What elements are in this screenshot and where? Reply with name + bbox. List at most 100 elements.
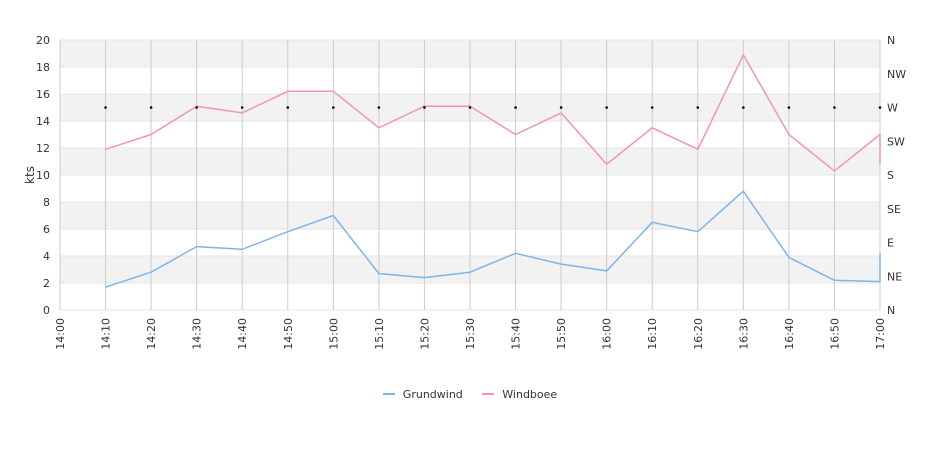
x-tick-label: 16:10 (646, 318, 659, 350)
y-tick-label: 8 (43, 196, 50, 209)
x-tick-label: 16:20 (692, 318, 705, 350)
data-point-grundwind (833, 279, 835, 281)
direction-point (240, 106, 244, 109)
y-tick-label: 0 (43, 304, 50, 317)
series-line-windboee (105, 54, 881, 172)
data-point-grundwind (469, 271, 471, 273)
x-tick-label: 14:50 (282, 318, 295, 350)
x-tick-label: 14:30 (191, 318, 204, 350)
data-point-windboee (742, 54, 744, 56)
x-tick-label: 14:20 (145, 318, 158, 350)
x-tick-label: 15:00 (327, 318, 340, 350)
legend-label-grundwind: Grundwind (402, 387, 463, 401)
legend-item-grundwind[interactable]: Grundwind (382, 387, 463, 401)
direction-point (787, 106, 791, 109)
legend-item-windboee[interactable]: Windboee (482, 388, 557, 401)
data-point-grundwind (515, 252, 517, 254)
data-point-grundwind (105, 286, 107, 288)
y-tick-label: 12 (36, 142, 50, 155)
data-point-windboee (651, 127, 653, 129)
y-tick-label: 10 (36, 169, 50, 182)
legend-swatch-windboee (482, 393, 495, 395)
direction-point (286, 106, 290, 109)
data-point-windboee (287, 90, 289, 92)
y-tick-label: 4 (43, 250, 50, 263)
direction-point (423, 106, 426, 109)
direction-point (104, 106, 107, 109)
direction-point (195, 106, 198, 109)
data-point-windboee (697, 148, 699, 150)
direction-tick-label: S (887, 169, 894, 182)
data-point-grundwind (423, 277, 425, 279)
legend: Grundwind Windboee (0, 385, 940, 401)
x-tick-label: 16:40 (783, 318, 796, 350)
data-point-windboee (105, 148, 107, 150)
data-point-windboee (150, 134, 152, 136)
data-point-grundwind (879, 252, 881, 254)
data-point-windboee (378, 127, 380, 129)
direction-tick-label: NE (887, 270, 902, 283)
direction-tick-label: E (887, 237, 894, 250)
y-tick-label: 2 (43, 277, 50, 290)
x-tick-label: 15:40 (510, 318, 523, 350)
x-tick-label: 15:10 (373, 318, 386, 350)
direction-point (332, 106, 335, 109)
data-point-grundwind (788, 256, 790, 258)
data-point-grundwind (378, 273, 380, 275)
direction-point (377, 106, 381, 109)
y-axis-title: kts (23, 166, 37, 184)
y-tick-label: 18 (36, 61, 50, 74)
data-point-grundwind (332, 215, 334, 217)
x-tick-label: 16:00 (601, 318, 614, 350)
legend-label-windboee: Windboee (502, 387, 558, 401)
x-tick-label: 15:20 (418, 318, 431, 350)
direction-tick-label: NW (887, 68, 906, 81)
x-tick-label: 15:50 (555, 318, 568, 350)
data-point-windboee (879, 163, 881, 165)
data-point-grundwind (879, 281, 881, 283)
direction-point (878, 106, 882, 109)
direction-point (514, 106, 517, 109)
data-point-grundwind (287, 231, 289, 233)
data-point-grundwind (742, 190, 744, 192)
data-point-windboee (879, 134, 881, 136)
x-tick-label: 14:40 (236, 318, 249, 350)
direction-point (559, 106, 563, 109)
data-point-windboee (241, 112, 243, 114)
direction-point (149, 106, 153, 109)
data-point-windboee (833, 170, 835, 172)
legend-swatch-grundwind (382, 393, 395, 395)
data-point-grundwind (241, 248, 243, 250)
direction-tick-label: W (887, 102, 898, 115)
x-tick-label: 16:30 (737, 318, 750, 350)
data-point-grundwind (651, 221, 653, 223)
data-point-grundwind (606, 270, 608, 272)
y-tick-label: 16 (36, 88, 50, 101)
data-point-windboee (788, 134, 790, 136)
direction-point (742, 106, 745, 109)
y-tick-label: 6 (43, 223, 50, 236)
data-point-grundwind (196, 246, 198, 248)
data-point-windboee (606, 163, 608, 165)
data-point-windboee (515, 134, 517, 136)
direction-point (605, 106, 608, 109)
x-tick-label: 17:00 (874, 318, 887, 350)
direction-tick-label: N (887, 34, 895, 47)
x-tick-label: 16:50 (828, 318, 841, 350)
data-point-grundwind (150, 271, 152, 273)
direction-tick-label: SE (887, 203, 901, 216)
y-tick-label: 14 (36, 115, 50, 128)
data-point-windboee (560, 112, 562, 114)
series-line-grundwind (105, 190, 881, 288)
x-tick-label: 15:30 (464, 318, 477, 350)
data-point-grundwind (697, 231, 699, 233)
x-tick-label: 14:10 (100, 318, 113, 350)
data-point-windboee (332, 90, 334, 92)
x-tick-label: 14:00 (54, 318, 67, 350)
direction-tick-label: N (887, 304, 895, 317)
data-point-grundwind (560, 263, 562, 265)
direction-point (833, 106, 836, 109)
direction-point (650, 106, 654, 109)
